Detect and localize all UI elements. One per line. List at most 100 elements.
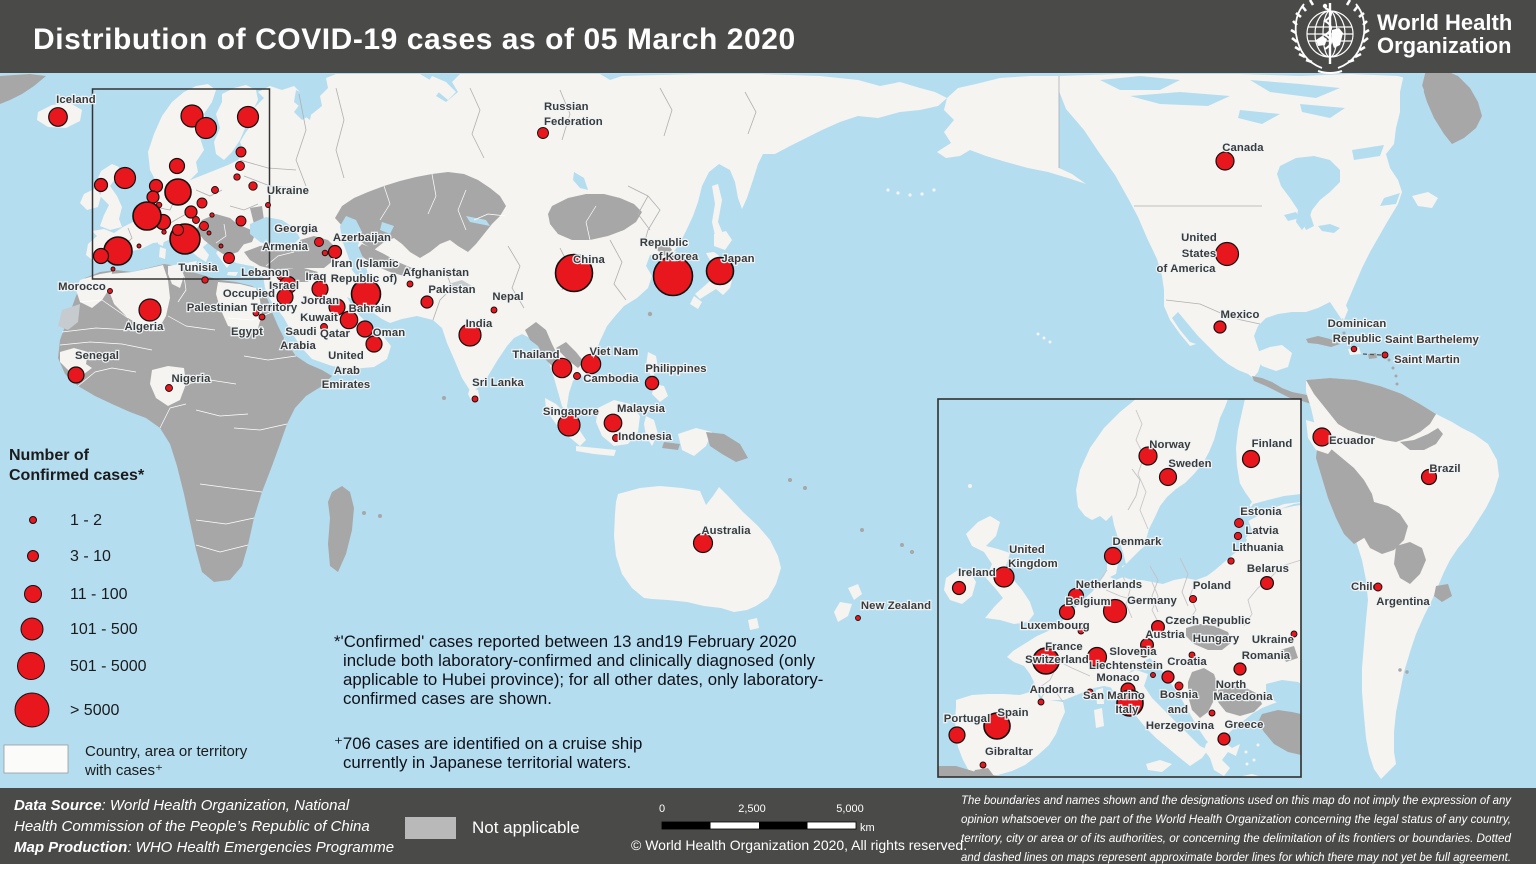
- svg-text:Emirates: Emirates: [322, 379, 371, 391]
- svg-text:Iran (Islamic: Iran (Islamic: [331, 258, 398, 270]
- svg-text:Viet Nam: Viet Nam: [590, 346, 639, 358]
- svg-text:Mexico: Mexico: [1221, 309, 1260, 321]
- svg-text:Azerbaijan: Azerbaijan: [333, 232, 391, 244]
- svg-text:Arab: Arab: [334, 365, 360, 377]
- svg-text:0: 0: [659, 803, 665, 815]
- svg-text:States: States: [1182, 248, 1217, 260]
- svg-text:Afghanistan: Afghanistan: [403, 267, 469, 279]
- svg-text:opinion whatsoever on the part: opinion whatsoever on the part of the Wo…: [961, 813, 1511, 826]
- svg-text:Egypt: Egypt: [231, 326, 263, 338]
- svg-text:Iraq: Iraq: [305, 271, 326, 283]
- svg-text:France: France: [1045, 641, 1083, 653]
- svg-text:© World Health Organization 2: © World Health Organization 2020, All ri…: [631, 837, 967, 853]
- svg-text:Ukraine: Ukraine: [267, 185, 309, 197]
- svg-text:Netherlands: Netherlands: [1076, 579, 1142, 591]
- svg-text:Latvia: Latvia: [1245, 525, 1279, 537]
- svg-text:Oman: Oman: [373, 327, 405, 339]
- svg-text:Slovenia: Slovenia: [1109, 646, 1157, 658]
- svg-text:and dashed lines on maps repre: and dashed lines on maps represent appro…: [961, 851, 1511, 864]
- svg-text:United: United: [328, 350, 364, 362]
- svg-text:Croatia: Croatia: [1167, 656, 1207, 668]
- svg-text:Lebanon: Lebanon: [241, 267, 289, 279]
- svg-text:Kingdom: Kingdom: [1008, 558, 1058, 570]
- svg-text:Greece: Greece: [1225, 719, 1264, 731]
- svg-text:Occupied: Occupied: [223, 288, 275, 300]
- svg-text:3 - 10: 3 - 10: [70, 548, 111, 565]
- svg-text:Federation: Federation: [544, 116, 603, 128]
- svg-text:Macedonia: Macedonia: [1213, 691, 1273, 703]
- svg-text:101 - 500: 101 - 500: [70, 621, 138, 638]
- svg-text:Romania: Romania: [1242, 650, 1291, 662]
- svg-text:of America: of America: [1157, 263, 1217, 275]
- svg-text:Georgia: Georgia: [274, 223, 318, 235]
- svg-text:applicable to Hubei province);: applicable to Hubei province); for all o…: [343, 670, 823, 689]
- svg-text:Estonia: Estonia: [1240, 506, 1282, 518]
- svg-text:Portugal: Portugal: [944, 713, 991, 725]
- svg-text:Finland: Finland: [1252, 438, 1293, 450]
- svg-text:Republic of): Republic of): [331, 273, 398, 285]
- svg-text:Nepal: Nepal: [492, 291, 523, 303]
- svg-text:Czech Republic: Czech Republic: [1165, 615, 1251, 627]
- svg-text:*'Confirmed' cases reported be: *'Confirmed' cases reported between 13 a…: [334, 632, 797, 651]
- svg-text:Singapore: Singapore: [543, 406, 599, 418]
- svg-text:11 - 100: 11 - 100: [70, 586, 128, 603]
- svg-text:2,500: 2,500: [738, 803, 766, 815]
- svg-text:Russian: Russian: [544, 101, 589, 113]
- svg-text:Number of: Number of: [9, 447, 90, 464]
- svg-text:Dominican: Dominican: [1328, 318, 1387, 330]
- svg-text:> 5000: > 5000: [70, 702, 119, 719]
- svg-text:Japan: Japan: [721, 253, 754, 265]
- svg-text:Country, area or territory: Country, area or territory: [85, 743, 248, 760]
- svg-text:Malaysia: Malaysia: [617, 403, 666, 415]
- svg-text:North: North: [1216, 679, 1247, 691]
- svg-text:Ireland: Ireland: [958, 567, 996, 579]
- svg-text:Herzegovina: Herzegovina: [1146, 720, 1215, 732]
- svg-text:The boundaries and names shown: The boundaries and names shown and the d…: [961, 794, 1512, 807]
- svg-text:Luxembourg: Luxembourg: [1020, 620, 1089, 632]
- svg-text:Andorra: Andorra: [1030, 684, 1075, 696]
- svg-text:include both laboratory-confir: include both laboratory-confirmed and cl…: [343, 651, 816, 670]
- svg-text:Canada: Canada: [1222, 142, 1264, 154]
- svg-text:Argentina: Argentina: [1376, 596, 1430, 608]
- svg-text:Pakistan: Pakistan: [428, 284, 475, 296]
- svg-text:Germany: Germany: [1127, 595, 1177, 607]
- svg-text:with cases⁺: with cases⁺: [84, 762, 163, 779]
- svg-text:501 - 5000: 501 - 5000: [70, 658, 147, 675]
- svg-text:Sri Lanka: Sri Lanka: [472, 377, 524, 389]
- svg-text:Italy: Italy: [1115, 704, 1139, 716]
- svg-text:territory, city or area or of: territory, city or area or of its author…: [961, 832, 1512, 845]
- svg-text:Republic: Republic: [640, 237, 689, 249]
- svg-text:currently in Japanese territor: currently in Japanese territorial waters…: [343, 753, 631, 772]
- svg-text:Algeria: Algeria: [125, 321, 165, 333]
- svg-text:Iceland: Iceland: [56, 94, 96, 106]
- svg-text:Bahrain: Bahrain: [349, 303, 392, 315]
- svg-text:Republic: Republic: [1333, 333, 1382, 345]
- svg-text:Saudi: Saudi: [285, 326, 316, 338]
- svg-text:Spain: Spain: [997, 707, 1028, 719]
- svg-text:Australia: Australia: [701, 525, 751, 537]
- svg-text:Hungary: Hungary: [1193, 633, 1240, 645]
- svg-text:New Zealand: New Zealand: [861, 600, 931, 612]
- svg-text:United: United: [1181, 232, 1217, 244]
- svg-text:Nigeria: Nigeria: [172, 373, 212, 385]
- svg-text:Norway: Norway: [1149, 439, 1191, 451]
- svg-text:Chile: Chile: [1351, 581, 1379, 593]
- svg-text:Not applicable: Not applicable: [472, 818, 580, 837]
- svg-text:World Health: World Health: [1377, 10, 1512, 35]
- svg-text:Ecuador: Ecuador: [1329, 435, 1375, 447]
- svg-text:Sweden: Sweden: [1168, 458, 1211, 470]
- svg-text:Organization: Organization: [1377, 33, 1511, 58]
- svg-text:Gibraltar: Gibraltar: [985, 746, 1033, 758]
- svg-text:Israel: Israel: [269, 280, 299, 292]
- svg-text:Liechtenstein: Liechtenstein: [1089, 660, 1163, 672]
- svg-text:China: China: [573, 254, 605, 266]
- svg-text:and: and: [1168, 704, 1188, 716]
- svg-text:Jordan: Jordan: [301, 295, 339, 307]
- svg-text:km: km: [860, 822, 875, 834]
- svg-text:Philippines: Philippines: [645, 363, 706, 375]
- svg-text:Bosnia: Bosnia: [1160, 689, 1199, 701]
- svg-text:5,000: 5,000: [836, 803, 864, 815]
- svg-text:Denmark: Denmark: [1112, 536, 1162, 548]
- svg-text:United: United: [1009, 544, 1045, 556]
- svg-text:Lithuania: Lithuania: [1232, 542, 1284, 554]
